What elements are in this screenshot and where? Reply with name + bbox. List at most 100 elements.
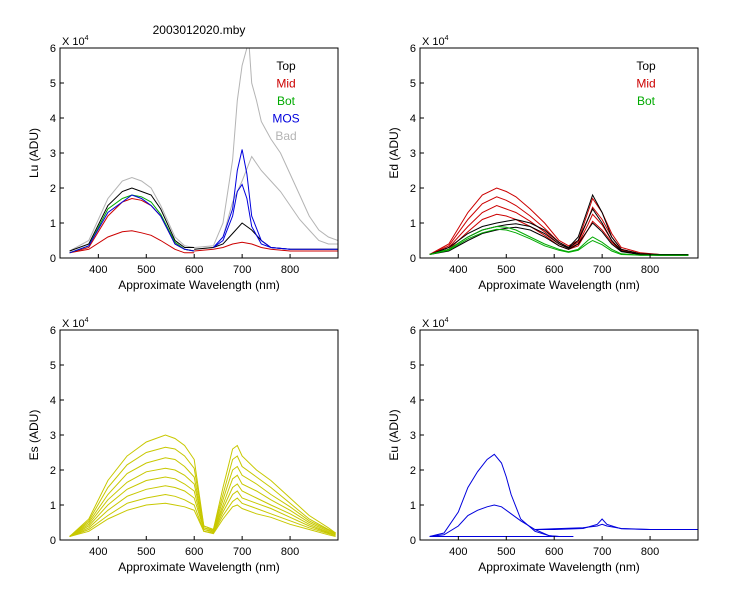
legend-entry-bot: Bot bbox=[277, 94, 296, 108]
y-tick-label: 5 bbox=[410, 78, 416, 90]
x-tick-label: 500 bbox=[137, 264, 155, 276]
y-tick-label: 5 bbox=[50, 78, 56, 90]
axis-multiplier-exponent: 4 bbox=[85, 35, 89, 42]
axis-multiplier-exponent: 4 bbox=[445, 35, 449, 42]
x-tick-label: 800 bbox=[281, 264, 299, 276]
series-line-eu-4 bbox=[534, 523, 651, 530]
x-tick-label: 600 bbox=[185, 546, 203, 558]
x-tick-label: 400 bbox=[449, 546, 467, 558]
series-line-mos-9 bbox=[69, 194, 195, 254]
series-line-eu-3 bbox=[535, 518, 698, 530]
y-tick-label: 0 bbox=[50, 535, 56, 547]
y-tick-label: 6 bbox=[410, 325, 416, 337]
legend-entry-bot: Bot bbox=[637, 94, 656, 108]
series-line-bad-2 bbox=[69, 176, 195, 252]
y-axis-label: Lu (ADU) bbox=[27, 128, 41, 178]
series-group bbox=[69, 48, 338, 254]
legend-entry-mid: Mid bbox=[636, 77, 655, 91]
y-tick-label: 3 bbox=[50, 148, 56, 160]
x-tick-label: 500 bbox=[497, 546, 515, 558]
y-axis-label: Eu (ADU) bbox=[387, 409, 401, 460]
series-line-top-6 bbox=[429, 222, 689, 256]
x-tick-label: 800 bbox=[281, 546, 299, 558]
legend-entry-top: Top bbox=[636, 59, 656, 73]
y-tick-label: 2 bbox=[50, 465, 56, 477]
x-tick-label: 700 bbox=[233, 546, 251, 558]
x-tick-label: 700 bbox=[593, 264, 611, 276]
y-tick-label: 6 bbox=[50, 43, 56, 55]
x-tick-label: 500 bbox=[497, 264, 515, 276]
series-line-mos-10 bbox=[213, 149, 338, 250]
legend-entry-bad: Bad bbox=[275, 129, 296, 143]
y-tick-label: 4 bbox=[410, 395, 416, 407]
series-line-es-7 bbox=[69, 502, 336, 537]
x-axis-label: Approximate Wavelength (nm) bbox=[478, 560, 640, 574]
axis-multiplier-base: X 10 bbox=[422, 36, 445, 48]
series-line-eu-1 bbox=[429, 504, 560, 537]
y-tick-label: 5 bbox=[410, 360, 416, 372]
x-tick-label: 600 bbox=[185, 264, 203, 276]
x-axis-label: Approximate Wavelength (nm) bbox=[118, 560, 280, 574]
x-tick-label: 600 bbox=[545, 546, 563, 558]
y-tick-label: 4 bbox=[50, 113, 56, 125]
series-group bbox=[429, 187, 689, 256]
axes-frame bbox=[419, 329, 699, 541]
x-tick-label: 800 bbox=[641, 546, 659, 558]
axis-multiplier-base: X 10 bbox=[422, 318, 445, 330]
series-line-top-3 bbox=[69, 187, 195, 252]
axis-multiplier-exponent: 4 bbox=[85, 317, 89, 324]
series-line-top-4 bbox=[429, 193, 689, 255]
series-line-bot-8 bbox=[69, 194, 195, 254]
y-tick-label: 6 bbox=[410, 43, 416, 55]
series-line-mid-7 bbox=[194, 241, 338, 252]
y-tick-label: 1 bbox=[410, 218, 416, 230]
series-line-mid-6 bbox=[69, 230, 195, 254]
axis-multiplier-base: X 10 bbox=[62, 318, 85, 330]
series-line-mos-11 bbox=[213, 183, 291, 250]
figure-title: 2003012020.mby bbox=[153, 23, 246, 37]
axis-multiplier: X 104 bbox=[62, 35, 89, 48]
x-tick-label: 400 bbox=[89, 546, 107, 558]
y-tick-label: 3 bbox=[50, 430, 56, 442]
x-tick-label: 400 bbox=[449, 264, 467, 276]
axis-multiplier-base: X 10 bbox=[62, 36, 85, 48]
x-tick-label: 600 bbox=[545, 264, 563, 276]
series-group bbox=[429, 453, 698, 537]
y-tick-label: 2 bbox=[50, 183, 56, 195]
y-axis-label: Ed (ADU) bbox=[387, 127, 401, 178]
y-tick-label: 3 bbox=[410, 430, 416, 442]
axes-frame bbox=[419, 47, 699, 259]
legend-entry-mid: Mid bbox=[276, 77, 295, 91]
y-tick-label: 4 bbox=[50, 395, 56, 407]
axis-multiplier: X 104 bbox=[422, 317, 449, 330]
x-axis-label: Approximate Wavelength (nm) bbox=[478, 278, 640, 292]
y-tick-label: 2 bbox=[410, 183, 416, 195]
series-line-mid-0 bbox=[429, 187, 689, 255]
axis-multiplier: X 104 bbox=[62, 317, 89, 330]
series-line-bot-7 bbox=[429, 225, 689, 256]
y-tick-label: 0 bbox=[410, 535, 416, 547]
x-tick-label: 400 bbox=[89, 264, 107, 276]
y-tick-label: 6 bbox=[50, 325, 56, 337]
y-tick-label: 0 bbox=[50, 253, 56, 265]
y-tick-label: 5 bbox=[50, 360, 56, 372]
series-line-bad-1 bbox=[194, 155, 338, 250]
y-axis-label: Es (ADU) bbox=[27, 410, 41, 461]
eu-panel: 400 500 600 700 800 0 1 2 3 4 5 6 X 104 Approximate W… bbox=[387, 317, 699, 574]
series-line-bot-8 bbox=[429, 228, 689, 256]
series-line-eu-0 bbox=[429, 453, 560, 537]
x-tick-label: 700 bbox=[593, 546, 611, 558]
y-tick-label: 1 bbox=[410, 500, 416, 512]
axis-multiplier: X 104 bbox=[422, 35, 449, 48]
series-line-top-5 bbox=[429, 207, 689, 256]
x-axis-label: Approximate Wavelength (nm) bbox=[118, 278, 280, 292]
legend-entry-top: Top bbox=[276, 59, 296, 73]
legend-entry-mos: MOS bbox=[272, 112, 299, 126]
x-tick-label: 700 bbox=[233, 264, 251, 276]
y-tick-label: 0 bbox=[410, 253, 416, 265]
y-tick-label: 2 bbox=[410, 465, 416, 477]
series-line-mid-2 bbox=[429, 204, 689, 256]
